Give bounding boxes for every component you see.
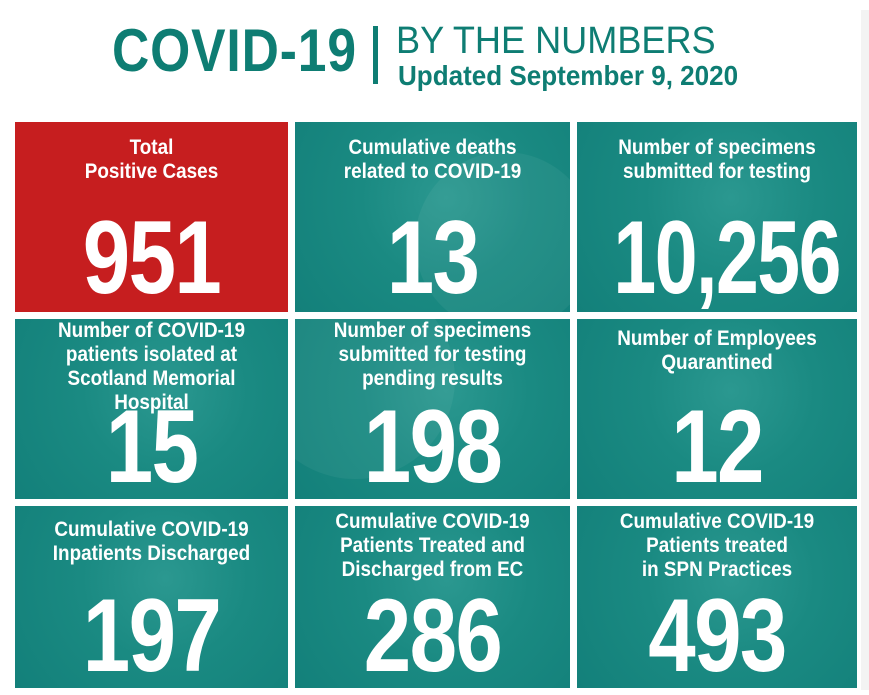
tile-value: 951 xyxy=(82,200,222,312)
tile-label: Cumulative deaths related to COVID-19 xyxy=(343,136,522,183)
tile-inpatients-discharged: Cumulative COVID-19 Inpatients Discharge… xyxy=(15,506,288,688)
tile-label: Cumulative COVID-19 Patients Treated and… xyxy=(335,510,530,581)
tile-treated-spn-practices: Cumulative COVID-19 Patients treated in … xyxy=(577,506,857,688)
tile-value: 493 xyxy=(648,578,787,688)
tile-value: 198 xyxy=(363,389,503,499)
page-title: COVID-19 xyxy=(112,17,357,84)
tile-employees-quarantined: Number of Employees Quarantined 12 xyxy=(577,319,857,499)
tile-value: 197 xyxy=(82,578,222,688)
tile-label: Total Positive Cases xyxy=(84,136,219,183)
tile-cumulative-deaths: Cumulative deaths related to COVID-19 13 xyxy=(295,122,570,312)
tile-value: 13 xyxy=(386,200,480,312)
page-subtitle: BY THE NUMBERS xyxy=(396,20,716,62)
stats-grid: Total Positive Cases 951 Cumulative deat… xyxy=(15,122,857,688)
tile-label: Number of specimens submitted for testin… xyxy=(333,319,532,390)
tile-label: Cumulative COVID-19 Patients treated in … xyxy=(619,510,815,581)
tile-value: 286 xyxy=(363,578,503,688)
tile-value: 10,256 xyxy=(613,200,841,312)
tile-specimens-submitted: Number of specimens submitted for testin… xyxy=(577,122,857,312)
tile-specimens-pending: Number of specimens submitted for testin… xyxy=(295,319,570,499)
updated-date: Updated September 9, 2020 xyxy=(398,60,739,91)
title-divider xyxy=(373,26,378,84)
tile-total-positive-cases: Total Positive Cases 951 xyxy=(15,122,288,312)
tile-value: 15 xyxy=(105,389,199,499)
tile-treated-discharged-ec: Cumulative COVID-19 Patients Treated and… xyxy=(295,506,570,688)
tile-label: Number of COVID-19 patients isolated at … xyxy=(58,319,245,414)
tile-label: Number of specimens submitted for testin… xyxy=(618,136,816,183)
tile-label: Cumulative COVID-19 Inpatients Discharge… xyxy=(52,518,251,565)
header: COVID-19 BY THE NUMBERS Updated Septembe… xyxy=(0,0,869,118)
tile-label: Number of Employees Quarantined xyxy=(617,327,817,374)
right-edge-divider xyxy=(861,10,869,690)
tile-value: 12 xyxy=(671,389,764,499)
tile-patients-isolated: Number of COVID-19 patients isolated at … xyxy=(15,319,288,499)
